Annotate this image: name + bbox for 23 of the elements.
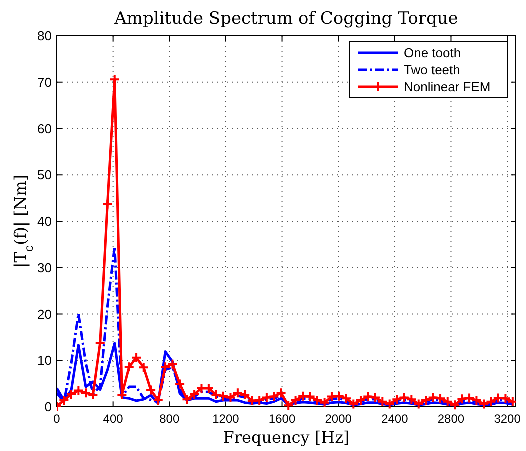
x-tick-label: 1200 <box>212 412 240 426</box>
legend-label: One tooth <box>404 46 462 60</box>
x-tick-label: 2800 <box>438 412 465 426</box>
y-tick-label: 80 <box>38 28 52 44</box>
y-tick-label: 60 <box>38 121 52 136</box>
y-tick-label: 50 <box>38 168 52 183</box>
legend-label: Nonlinear FEM <box>404 80 491 94</box>
y-tick-label: 70 <box>38 74 52 90</box>
y-tick-label: 20 <box>38 306 52 322</box>
x-tick-label: 1600 <box>268 412 296 426</box>
x-axis-title: Frequency [Hz] <box>223 428 350 447</box>
y-tick-label: 0 <box>44 400 52 414</box>
x-tick-label: 3200 <box>494 412 522 426</box>
x-tick-label: 800 <box>160 412 180 426</box>
x-tick-label: 2400 <box>382 412 409 426</box>
legend-label: Two teeth <box>404 62 460 78</box>
x-tick-label: 400 <box>103 412 124 426</box>
y-tick-label: 10 <box>38 353 52 368</box>
chart-title: Amplitude Spectrum of Cogging Torque <box>114 9 458 29</box>
x-tick-label: 2000 <box>325 412 352 426</box>
y-tick-label: 30 <box>38 260 52 276</box>
x-tick-label: 0 <box>54 412 61 426</box>
y-tick-label: 40 <box>38 214 52 229</box>
